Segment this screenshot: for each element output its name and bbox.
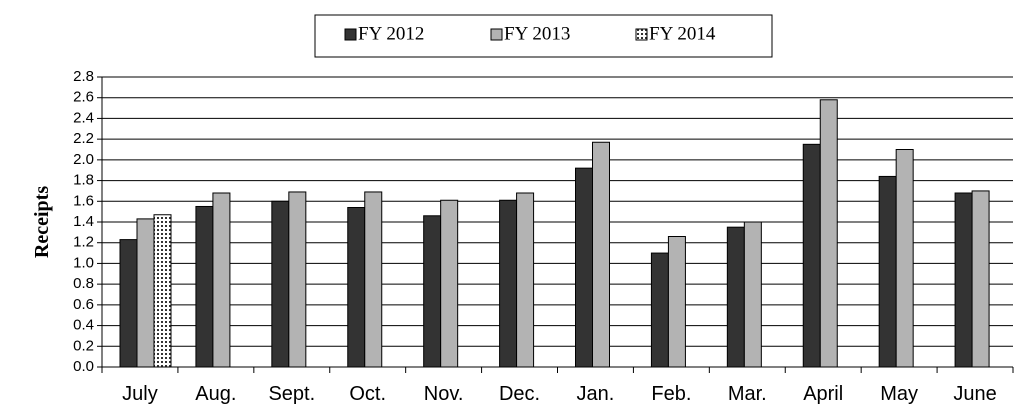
y-tick-label: 0.2 (73, 337, 94, 354)
bar (423, 215, 442, 368)
bar (592, 141, 610, 368)
y-tick-label: 2.6 (73, 89, 94, 106)
x-tick-label: July (122, 383, 158, 405)
y-tick-label: 1.6 (73, 192, 94, 209)
x-tick-label: May (880, 383, 918, 405)
bar (878, 175, 897, 368)
bar (726, 226, 745, 368)
bar (667, 236, 686, 368)
bar (440, 199, 459, 368)
x-tick-label: Jan. (577, 383, 615, 405)
bar (195, 205, 214, 368)
bar (819, 99, 838, 368)
legend-swatch (490, 28, 503, 41)
y-tick-label: 1.0 (73, 254, 94, 271)
y-tick-label: 1.8 (73, 172, 94, 189)
y-tick-label: 0.4 (73, 317, 94, 334)
x-tick-label: Dec. (499, 383, 540, 405)
y-tick-label: 1.2 (73, 234, 94, 251)
legend-label: FY 2014 (649, 23, 716, 44)
bar (212, 192, 231, 368)
y-tick-label: 2.0 (73, 151, 94, 168)
y-tick-label: 0.0 (73, 358, 94, 375)
y-tick-label: 2.8 (73, 68, 94, 85)
legend-swatch (344, 28, 357, 41)
legend-box (314, 14, 773, 58)
bar (271, 200, 290, 368)
bar (288, 191, 307, 368)
x-tick-label: June (953, 383, 996, 405)
x-tick-label: Sept. (268, 383, 315, 405)
x-tick-label: April (803, 383, 843, 405)
bar (499, 199, 518, 368)
y-tick-label: 0.6 (73, 296, 94, 313)
y-tick-label: 1.4 (73, 213, 94, 230)
bar (516, 192, 535, 368)
bar (347, 207, 366, 368)
x-tick-label: Mar. (728, 383, 767, 405)
legend-swatch (635, 28, 648, 41)
bar (119, 239, 138, 368)
bar (364, 191, 383, 368)
y-axis-label: Receipts (31, 186, 53, 258)
bar (971, 190, 990, 368)
bar (575, 167, 593, 368)
y-tick-label: 0.8 (73, 275, 94, 292)
x-tick-label: Aug. (195, 383, 236, 405)
bar (153, 214, 172, 368)
x-tick-label: Feb. (651, 383, 691, 405)
legend-label: FY 2013 (504, 23, 570, 44)
bar (136, 218, 155, 368)
bar (650, 252, 669, 368)
bar (895, 149, 914, 368)
bar (954, 192, 973, 368)
y-tick-label: 2.2 (73, 130, 94, 147)
y-tick-label: 2.4 (73, 109, 94, 126)
legend-label: FY 2012 (358, 23, 424, 44)
bar (743, 221, 762, 368)
x-tick-label: Nov. (424, 383, 464, 405)
bar (802, 143, 821, 368)
x-tick-label: Oct. (349, 383, 386, 405)
